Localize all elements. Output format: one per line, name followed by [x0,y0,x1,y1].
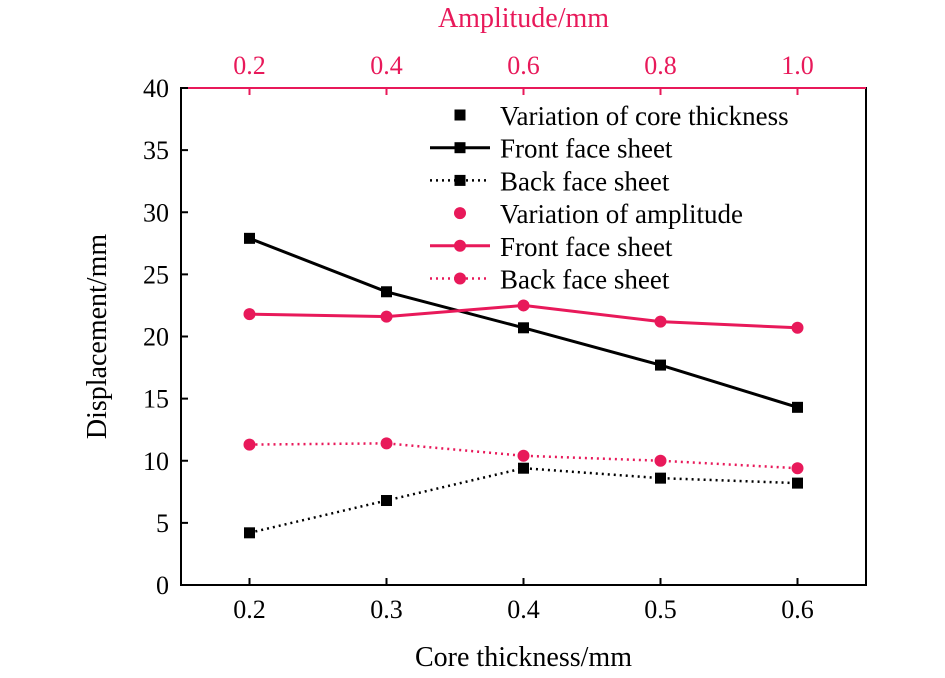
data-point [518,462,529,474]
y-tick-label: 5 [156,509,169,538]
legend-marker [454,272,466,285]
data-point [380,310,393,323]
x2-tick-label: 0.6 [507,51,540,80]
x-axis-bottom: 0.2 0.3 0.4 0.5 0.6 [233,578,814,624]
legend-marker [454,174,466,186]
data-point [381,495,392,507]
data-point [792,401,803,413]
y-tick-label: 10 [143,447,169,476]
series-1 [244,232,803,413]
data-point [517,299,530,312]
legend-marker [454,207,466,220]
legend-marker [454,109,466,121]
legend-marker [454,239,466,252]
x-axis-label: Core thickness/mm [415,642,632,673]
series-layer [243,232,804,539]
data-point [518,322,529,334]
series-line [249,466,798,535]
data-point [655,359,666,371]
data-point [243,438,256,451]
x2-tick-label: 0.8 [644,51,677,80]
y-tick-label: 30 [143,198,169,227]
legend-label: Front face sheet [500,232,673,262]
x-tick-label: 0.2 [233,595,266,624]
y-tick-label: 35 [143,136,169,165]
y-axis-label: Displacement/mm [82,234,113,440]
data-point [791,462,804,475]
x-tick-label: 0.3 [370,595,403,624]
y-tick-label: 20 [143,323,169,352]
y-tick-label: 0 [156,571,169,600]
x2-tick-label: 0.4 [370,51,403,80]
y-tick-label: 40 [143,74,169,103]
legend-group-title: Variation of amplitude [500,199,743,229]
data-point [654,315,667,328]
series-3 [243,299,804,334]
x-axis-top: 0.2 0.4 0.6 0.8 1.0 [233,51,814,95]
data-point [380,437,393,450]
x-tick-label: 0.5 [644,595,677,624]
x-tick-label: 0.6 [781,595,814,624]
data-point [244,232,255,244]
x2-tick-label: 1.0 [781,51,814,80]
data-point [243,308,256,321]
data-point [654,454,667,467]
y-tick-label: 15 [143,385,169,414]
data-point [655,472,666,484]
legend-label: Front face sheet [500,134,673,164]
y-tick-label: 25 [143,260,169,289]
y-axis: 0 5 10 15 20 25 30 35 40 [143,74,188,600]
series-line [249,442,798,470]
series-4 [243,437,804,475]
x2-axis-label: Amplitude/mm [438,3,609,34]
x-tick-label: 0.4 [507,595,540,624]
data-point [517,449,530,462]
data-point [792,477,803,489]
legend-group-title: Variation of core thickness [500,101,789,131]
data-point [381,286,392,298]
data-point [791,321,804,334]
series-2 [244,462,803,539]
legend-label: Back face sheet [500,166,670,196]
legend-marker [454,142,466,154]
data-point [244,527,255,539]
legend-label: Back face sheet [500,265,670,295]
x2-tick-label: 0.2 [233,51,266,80]
